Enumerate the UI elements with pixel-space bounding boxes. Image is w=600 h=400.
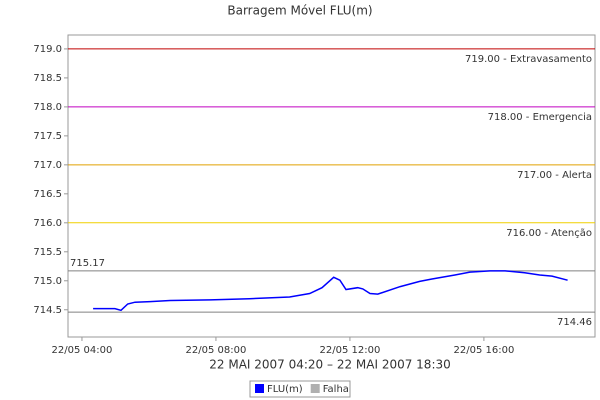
chart-title: Barragem Móvel FLU(m) <box>227 4 372 18</box>
reference-label: 715.17 <box>70 258 105 269</box>
data-line <box>93 270 568 312</box>
y-tick-label: 715.5 <box>33 247 62 258</box>
x-tick-label: 22/05 12:00 <box>320 345 381 356</box>
y-tick-label: 719.0 <box>33 44 62 55</box>
reference-label: 716.00 - Atenção <box>506 228 592 239</box>
y-tick-label: 718.0 <box>33 102 62 113</box>
legend-label: FLU(m) <box>267 384 303 395</box>
legend-swatch <box>255 384 264 393</box>
reference-label: 719.00 - Extravasamento <box>465 54 592 65</box>
x-tick-label: 22/05 16:00 <box>453 345 514 356</box>
legend-label: Falha <box>323 384 349 395</box>
x-tick-label: 22/05 04:00 <box>52 345 113 356</box>
reference-label: 717.00 - Alerta <box>517 170 592 181</box>
y-tick-label: 714.5 <box>33 305 62 316</box>
y-tick-label: 718.5 <box>33 73 62 84</box>
y-tick-label: 716.5 <box>33 189 62 200</box>
reference-label: 718.00 - Emergencia <box>488 112 592 123</box>
x-tick-label: 22/05 08:00 <box>186 345 247 356</box>
y-tick-label: 717.5 <box>33 131 62 142</box>
reference-label: 714.46 <box>557 317 592 328</box>
y-tick-label: 717.0 <box>33 160 62 171</box>
plot-area <box>67 34 596 338</box>
y-tick-label: 716.0 <box>33 218 62 229</box>
y-tick-label: 715.0 <box>33 276 62 287</box>
legend-swatch <box>310 384 320 393</box>
legend-box <box>249 380 351 398</box>
chart-subtitle: 22 MAI 2007 04:20 – 22 MAI 2007 18:30 <box>209 358 451 372</box>
